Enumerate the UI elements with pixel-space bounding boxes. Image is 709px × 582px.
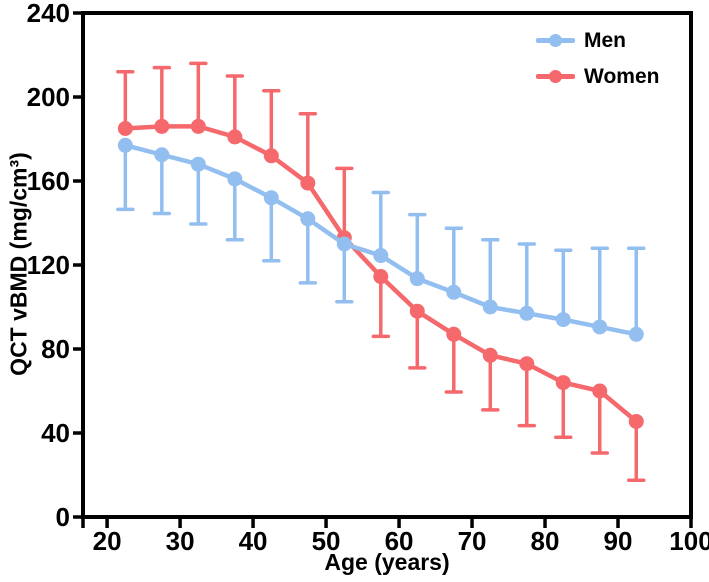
svg-text:40: 40: [41, 418, 70, 448]
legend: Men Women: [536, 27, 659, 90]
legend-item-women: Women: [536, 63, 659, 90]
svg-text:160: 160: [27, 166, 70, 196]
svg-text:40: 40: [239, 526, 268, 556]
women-series-swatch: [536, 69, 575, 84]
women-marker-icon: [549, 70, 562, 83]
legend-label-men: Men: [584, 29, 626, 52]
y-axis-title: QCT vBMD (mg/cm³): [5, 152, 32, 376]
svg-text:120: 120: [27, 250, 70, 280]
svg-text:60: 60: [385, 526, 414, 556]
svg-text:50: 50: [312, 526, 341, 556]
svg-text:20: 20: [93, 526, 122, 556]
men-marker-icon: [549, 34, 562, 47]
svg-text:100: 100: [669, 526, 709, 556]
svg-text:240: 240: [27, 0, 70, 28]
legend-label-women: Women: [584, 65, 660, 88]
svg-text:30: 30: [166, 526, 195, 556]
svg-text:80: 80: [41, 334, 70, 364]
svg-text:0: 0: [56, 502, 70, 532]
svg-text:200: 200: [27, 82, 70, 112]
x-axis-title: Age (years): [324, 549, 450, 575]
svg-text:70: 70: [458, 526, 487, 556]
men-series-swatch: [536, 33, 575, 48]
svg-text:90: 90: [604, 526, 633, 556]
svg-text:80: 80: [531, 526, 560, 556]
legend-item-men: Men: [536, 27, 659, 54]
